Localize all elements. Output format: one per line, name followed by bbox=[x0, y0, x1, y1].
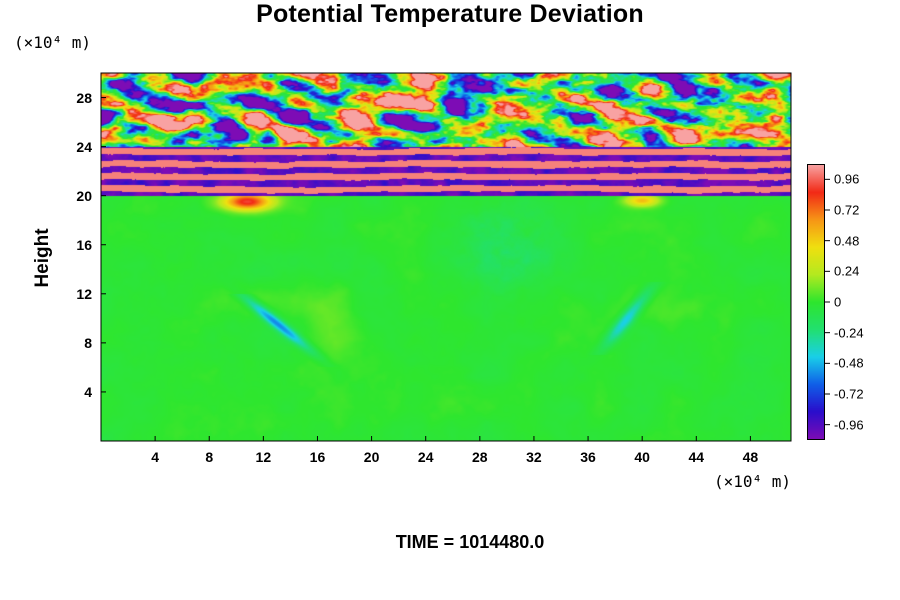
y-axis-unit: (×10⁴ m) bbox=[14, 33, 92, 52]
time-annotation: TIME = 1014480.0 bbox=[395, 532, 545, 552]
colorbar-tick-label: 0.96 bbox=[834, 171, 860, 187]
x-tick-label: 8 bbox=[205, 449, 214, 465]
x-tick-label: 32 bbox=[526, 449, 542, 465]
colorbar-tick-label: 0.48 bbox=[834, 233, 860, 249]
colorbar-tick-label: -0.96 bbox=[834, 417, 864, 433]
colorbar-tick-label: -0.48 bbox=[834, 355, 864, 371]
y-tick-label: 16 bbox=[76, 236, 92, 253]
x-tick-label: 48 bbox=[742, 449, 759, 465]
x-tick-label: 16 bbox=[309, 449, 326, 465]
x-tick-label: 24 bbox=[417, 449, 434, 465]
x-tick-label: 4 bbox=[151, 449, 160, 465]
x-tick-label: 40 bbox=[634, 449, 650, 465]
y-tick-label: 12 bbox=[76, 285, 92, 302]
x-tick-label: 28 bbox=[472, 449, 488, 465]
y-axis-label: Height bbox=[32, 228, 53, 288]
colorbar-tick-label: 0 bbox=[834, 294, 842, 310]
y-tick-label: 8 bbox=[84, 334, 92, 351]
colorbar-tick-label: 0.72 bbox=[834, 202, 860, 218]
colorbar-tick-label: -0.24 bbox=[834, 325, 864, 341]
heatmap-field bbox=[101, 73, 791, 441]
y-tick-label: 20 bbox=[76, 187, 92, 204]
x-tick-label: 12 bbox=[255, 449, 272, 465]
colorbar bbox=[807, 164, 825, 440]
x-tick-label: 36 bbox=[580, 449, 596, 465]
y-tick-label: 28 bbox=[76, 89, 92, 106]
x-tick-label: 44 bbox=[688, 449, 705, 465]
chart-title: Potential Temperature Deviation bbox=[256, 0, 644, 28]
y-tick-label: 4 bbox=[84, 383, 92, 400]
y-tick-label: 24 bbox=[76, 138, 92, 155]
x-axis-unit: (×10⁴ m) bbox=[714, 472, 792, 491]
x-tick-label: 20 bbox=[363, 449, 380, 465]
colorbar-tick-label: 0.24 bbox=[834, 263, 860, 279]
colorbar-tick-label: -0.72 bbox=[834, 386, 864, 402]
